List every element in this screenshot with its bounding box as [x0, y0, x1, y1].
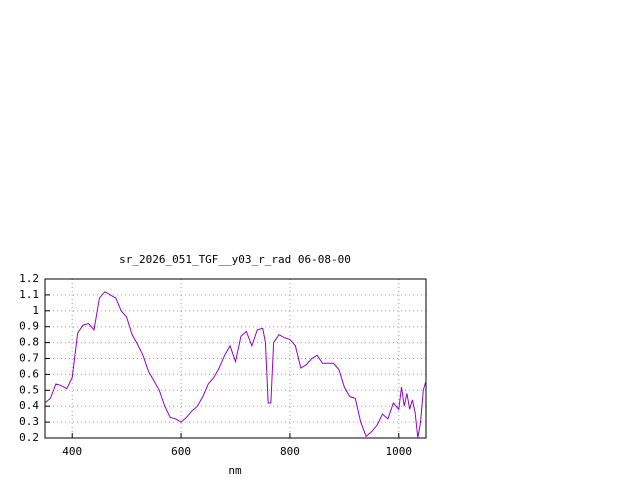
x-tick-label: 800 [280, 445, 300, 458]
y-tick-label: 1.2 [19, 272, 39, 285]
y-tick-label: 0.3 [19, 415, 39, 428]
y-tick-label: 0.4 [19, 399, 39, 412]
y-tick-label: 0.2 [19, 431, 39, 444]
x-tick-label: 600 [171, 445, 191, 458]
y-tick-label: 1 [32, 304, 39, 317]
y-tick-label: 0.8 [19, 336, 39, 349]
y-tick-label: 0.7 [19, 352, 39, 365]
plot-frame [44, 278, 427, 439]
x-tick-label: 1000 [386, 445, 413, 458]
chart-title: sr_2026_051_TGF__y03_r_rad 06-08-00 [119, 253, 351, 266]
y-tick-label: 0.9 [19, 320, 39, 333]
x-tick-label: 400 [62, 445, 82, 458]
y-tick-label: 1.1 [19, 288, 39, 301]
x-axis-label: nm [228, 464, 242, 477]
y-tick-label: 0.5 [19, 383, 39, 396]
data-line [44, 291, 427, 439]
y-tick-label: 0.6 [19, 367, 39, 380]
